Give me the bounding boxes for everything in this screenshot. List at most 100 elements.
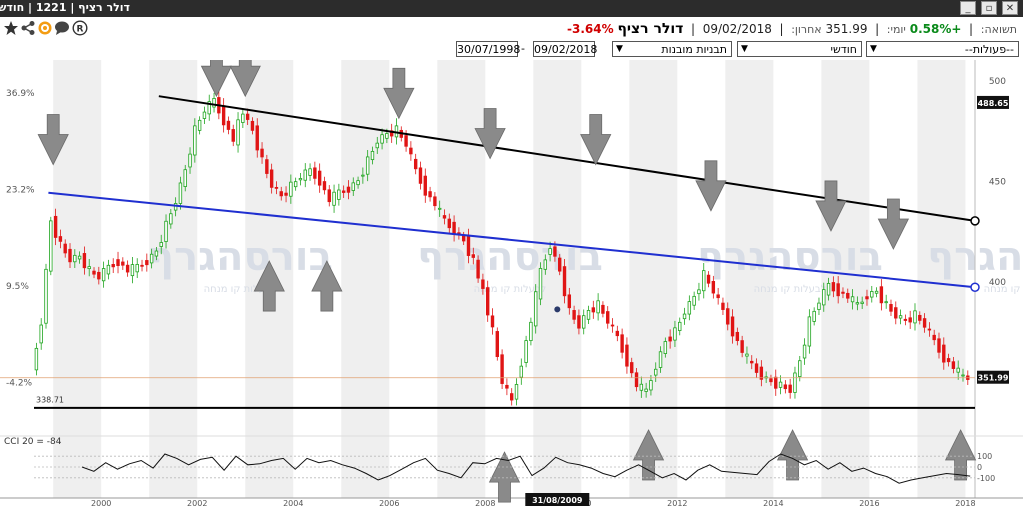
candle-body — [169, 213, 173, 225]
candle-body — [567, 294, 572, 309]
candle-body — [692, 295, 696, 306]
candle-body — [601, 304, 605, 314]
candle-body — [284, 192, 288, 196]
last-price-tag-box — [977, 370, 1009, 384]
candle-body — [562, 266, 567, 297]
arrow-down-icon — [815, 180, 847, 232]
arrow-up-icon — [488, 451, 521, 503]
candle-body — [279, 191, 283, 197]
toolbar: R — [0, 19, 1023, 39]
hover-price-tag-box — [977, 95, 1009, 109]
cci-tick-label: -100 — [977, 474, 995, 483]
y-percent-label: 36.9% — [6, 89, 35, 99]
candle-body — [68, 248, 72, 263]
candle-body — [130, 264, 135, 277]
arrow-down-icon — [580, 114, 612, 166]
candle-body — [582, 315, 586, 329]
candle-body — [385, 133, 389, 139]
candle-body — [822, 289, 826, 306]
year-band — [725, 60, 774, 498]
baseline-label: 338.71 — [36, 395, 64, 404]
candle-body — [140, 264, 144, 267]
x-tick-label: 2012 — [667, 499, 687, 508]
candle-body — [802, 344, 807, 359]
candle-body — [510, 393, 514, 401]
candle-body — [572, 310, 576, 320]
date-to-field[interactable]: 09/02/2018 — [533, 41, 598, 57]
maximize-button[interactable]: ▫ — [981, 1, 997, 15]
candle-body — [433, 196, 437, 207]
candle-body — [332, 191, 336, 206]
candle-body — [289, 181, 293, 197]
candle-body — [481, 279, 485, 289]
candle-body — [649, 380, 653, 391]
candle-body — [293, 181, 298, 188]
watermark-subtext: לבעלות קו מנחה — [474, 284, 547, 295]
star-icon[interactable] — [3, 20, 19, 36]
candle-body — [644, 388, 648, 392]
candle-body — [721, 302, 725, 310]
symbol-name: דולר רציף — [617, 21, 684, 37]
candle-body — [447, 218, 451, 229]
candle-body — [164, 220, 168, 242]
candle-body — [855, 302, 860, 305]
candle-body — [894, 307, 898, 319]
candle-body — [82, 253, 87, 269]
price-chart[interactable]: בורסהגרף לבעלות קו מנחה בורסהגרף לבעלות קו … — [0, 60, 1023, 519]
candle-body — [101, 268, 106, 282]
candle-body — [313, 167, 317, 179]
candle-body — [197, 119, 202, 131]
candle-body — [63, 243, 67, 254]
candle-body — [49, 220, 53, 272]
y-percent-label: 23.2% — [6, 186, 35, 196]
candle-body — [322, 181, 327, 191]
arrow-up-icon — [776, 429, 809, 481]
candle-body — [221, 105, 226, 126]
candle-body — [553, 246, 557, 257]
close-button[interactable]: ✕ — [1002, 1, 1018, 15]
candle-body — [437, 207, 442, 210]
candle-body — [865, 296, 869, 300]
candle-body — [145, 260, 149, 266]
year-band — [149, 60, 198, 498]
circle-target-icon[interactable] — [37, 20, 53, 36]
patterns-select[interactable]: ▼ תבניות מובנות — [612, 41, 732, 57]
candle-body — [495, 331, 499, 357]
candle-body — [860, 301, 864, 304]
share-icon[interactable] — [20, 20, 36, 36]
minimize-button[interactable]: _ — [960, 1, 976, 15]
y-tick-label: 500 — [989, 77, 1006, 87]
actions-select[interactable]: ▼ --פעולות-- — [866, 41, 1019, 57]
chat-icon[interactable] — [54, 20, 70, 36]
candle-body — [937, 338, 941, 353]
candle-body — [298, 178, 303, 181]
period-select[interactable]: ▼ חודשי — [737, 41, 862, 57]
date-from-field[interactable]: 30/07/1998 — [456, 41, 521, 57]
candle-body — [884, 301, 888, 304]
arrow-down-icon — [877, 198, 910, 250]
support-trendline — [48, 191, 976, 289]
candle-body — [111, 263, 115, 268]
candle-body — [774, 376, 778, 389]
candle-body — [361, 174, 365, 177]
candle-body — [380, 134, 384, 144]
hover-price-tag: 488.65 — [978, 99, 1009, 108]
candle-body — [428, 191, 432, 198]
y-tick-label: 400 — [989, 278, 1006, 288]
candle-body — [922, 318, 927, 328]
candle-body — [466, 236, 471, 256]
candle-body — [193, 125, 197, 156]
candle-body — [529, 321, 533, 342]
resistance-trendline — [158, 95, 976, 222]
candle-body — [961, 374, 965, 377]
cci-tick-label: 100 — [977, 452, 992, 461]
candle-body — [125, 264, 130, 273]
candle-body — [514, 384, 519, 400]
cci-tick-label: 0 — [977, 463, 982, 472]
candle-body — [241, 113, 245, 123]
title-bar: דולר רציף | 1221 | חודשי _ ▫ ✕ — [0, 0, 1023, 17]
candle-body — [524, 340, 528, 363]
candle-body — [745, 353, 749, 357]
registered-icon[interactable]: R — [72, 20, 88, 36]
candle-body — [630, 362, 634, 374]
